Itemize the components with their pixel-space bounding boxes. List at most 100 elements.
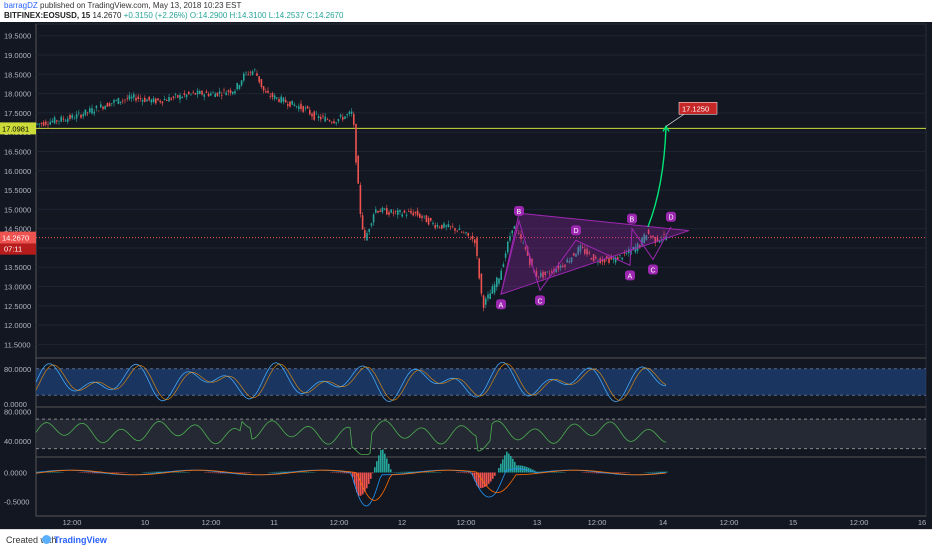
candle-body [445,225,447,226]
candle-body [399,210,401,212]
macd-histogram-bar [462,473,464,474]
candle-body [384,209,386,210]
candle-body [118,98,120,104]
candle-body [45,122,47,125]
macd-histogram-bar [276,472,278,473]
candle-body [276,97,278,98]
candle-body [109,103,111,106]
candle-body [393,212,395,213]
macd-histogram-bar [338,473,340,474]
candle-body [507,242,509,253]
candle-body [298,106,300,109]
candle-body [234,91,236,93]
candle-body [417,211,419,216]
candle-body [313,111,315,119]
y-tick-label: 18.0000 [4,90,31,99]
macd-histogram-bar [274,472,276,473]
candle-body [307,106,309,108]
chart-area[interactable]: 19.500019.000018.500018.000017.500017.00… [0,22,932,529]
macd-histogram-bar [388,464,390,473]
candle-body [355,124,357,163]
candle-body [283,98,285,102]
candle-body [82,114,84,116]
macd-histogram-bar [510,456,512,473]
candle-body [153,98,155,102]
candle-body [71,115,73,118]
x-tick-label: 12:00 [330,518,349,527]
pattern-point-label: A [499,302,504,309]
macd-histogram-bar [430,472,432,473]
candle-body [428,218,430,225]
macd-histogram-bar [152,472,154,473]
candle-body [98,111,100,112]
candle-body [485,299,487,305]
candle-body [181,97,183,98]
candle-body [199,91,201,94]
candle-body [252,71,254,75]
open-value: O:14.2900 [190,11,227,20]
candle-body [311,114,313,117]
macd-histogram-bar [308,472,310,473]
candle-body [459,229,461,230]
candle-body [107,103,109,107]
candle-body [294,105,296,107]
macd-histogram-bar [586,473,588,474]
candle-body [408,211,410,212]
y-tick-label: 19.5000 [4,32,31,41]
macd-tick: -0.5000 [4,498,29,507]
macd-histogram-bar [148,472,150,473]
candle-body [441,225,443,229]
pattern-point-label: C [538,298,543,305]
high-value: H:14.3100 [230,11,267,20]
candle-body [371,223,373,225]
macd-histogram-bar [502,459,504,472]
candle-body [111,103,113,104]
author-name[interactable]: barragDZ [4,1,38,10]
candle-body [388,212,390,215]
macd-histogram-bar [558,472,560,473]
macd-histogram-bar [428,472,430,473]
pattern-point-label: B [517,209,522,216]
macd-histogram-bar [386,458,388,472]
target-label: 17.1250 [682,104,709,113]
macd-histogram-bar [404,472,406,473]
candle-body [146,100,148,102]
candle-body [448,224,450,227]
macd-histogram-bar [554,472,556,473]
candle-body [478,259,480,279]
macd-histogram-bar [342,473,344,474]
candle-body [492,286,494,293]
candle-body [419,214,421,218]
candle-body [228,90,230,91]
candle-body [157,98,159,100]
x-tick-label: 12:00 [850,518,869,527]
macd-histogram-bar [304,472,306,473]
candle-body [192,92,194,93]
price-chart[interactable]: 19.500019.000018.500018.000017.500017.00… [0,22,932,529]
candle-body [241,80,243,85]
tradingview-brand[interactable]: TradingView [54,535,107,545]
candle-body [461,232,463,233]
macd-histogram-bar [408,472,410,473]
footer: Created with TradingView [0,529,932,551]
macd-histogram-bar [432,472,434,473]
candle-body [47,125,49,126]
candle-body [217,93,219,96]
macd-histogram-bar [92,473,94,474]
candle-body [120,102,122,103]
candle-body [278,99,280,102]
candle-body [179,95,181,100]
macd-histogram-bar [556,472,558,473]
macd-histogram-bar [86,473,88,474]
candle-body [206,91,208,92]
candle-body [463,233,465,234]
candle-body [115,100,117,101]
candle-body [621,258,623,260]
candle-body [245,73,247,74]
macd-histogram-bar [588,473,590,474]
candle-body [54,117,56,123]
candle-body [67,119,69,122]
candle-body [162,101,164,103]
candle-body [170,98,172,99]
candle-body [210,93,212,95]
